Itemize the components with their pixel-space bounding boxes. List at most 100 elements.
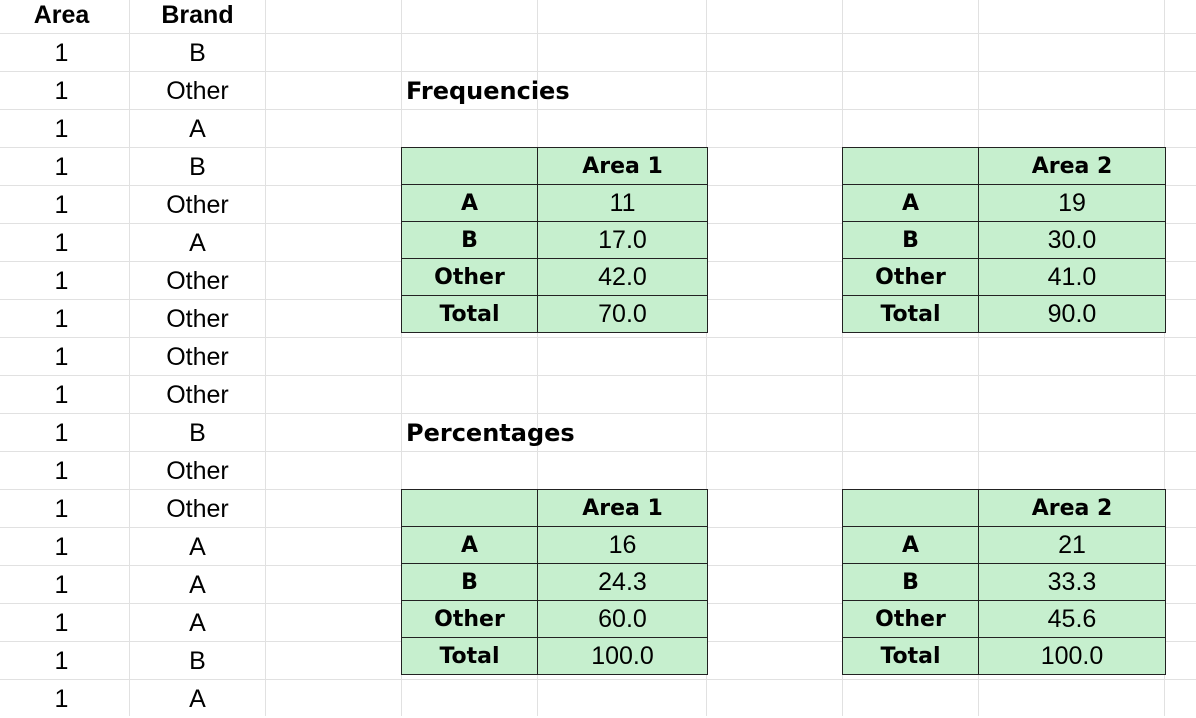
table-row: Other 45.6 [842, 600, 1166, 638]
row-label-cell[interactable]: A [842, 526, 979, 564]
value-cell[interactable]: 100.0 [537, 637, 708, 675]
gridline [706, 0, 707, 716]
area-cell[interactable]: 1 [54, 495, 69, 523]
row-label-cell[interactable]: Other [401, 258, 538, 296]
row-label-cell[interactable]: Total [401, 295, 538, 333]
table-row: Other 60.0 [401, 600, 708, 638]
value-cell[interactable]: 42.0 [537, 258, 708, 296]
value-cell[interactable]: 21 [978, 526, 1166, 564]
area-cell[interactable]: 1 [54, 457, 69, 485]
table-header-row: Area 1 [401, 489, 708, 527]
gridline [0, 679, 1196, 680]
area-cell[interactable]: 1 [54, 153, 69, 181]
table-row: B 33.3 [842, 563, 1166, 601]
brand-cell[interactable]: Other [166, 495, 229, 523]
gridline [0, 33, 1196, 34]
area-cell[interactable]: 1 [54, 381, 69, 409]
gridline [0, 109, 1196, 110]
corner-cell[interactable] [401, 489, 538, 527]
corner-cell[interactable] [401, 147, 538, 185]
row-label-cell[interactable]: B [842, 221, 979, 259]
area-cell[interactable]: 1 [54, 39, 69, 67]
value-cell[interactable]: 11 [537, 184, 708, 222]
value-cell[interactable]: 90.0 [978, 295, 1166, 333]
row-label-cell[interactable]: Other [401, 600, 538, 638]
value-cell[interactable]: 60.0 [537, 600, 708, 638]
area-cell[interactable]: 1 [54, 267, 69, 295]
row-label-cell[interactable]: A [401, 526, 538, 564]
row-label-cell[interactable]: B [842, 563, 979, 601]
area-column-header[interactable]: Area [33, 1, 90, 29]
value-cell[interactable]: 41.0 [978, 258, 1166, 296]
area-cell[interactable]: 1 [54, 77, 69, 105]
value-cell[interactable]: 19 [978, 184, 1166, 222]
frequencies-area1-table: Area 1 A 11 B 17.0 Other 42.0 Total 70.0 [401, 147, 708, 333]
value-cell[interactable]: 70.0 [537, 295, 708, 333]
row-label-cell[interactable]: Other [842, 258, 979, 296]
column-header-cell[interactable]: Area 2 [978, 489, 1166, 527]
brand-cell[interactable]: A [189, 533, 206, 561]
row-label-cell[interactable]: Other [842, 600, 979, 638]
brand-cell[interactable]: A [189, 609, 206, 637]
row-label-cell[interactable]: B [401, 221, 538, 259]
brand-column-header[interactable]: Brand [161, 1, 234, 29]
value-cell[interactable]: 30.0 [978, 221, 1166, 259]
value-cell[interactable]: 16 [537, 526, 708, 564]
brand-cell[interactable]: B [189, 153, 206, 181]
brand-cell[interactable]: B [189, 39, 206, 67]
gridline [842, 0, 843, 716]
corner-cell[interactable] [842, 489, 979, 527]
brand-cell[interactable]: Other [166, 267, 229, 295]
row-label-cell[interactable]: A [401, 184, 538, 222]
brand-cell[interactable]: Other [166, 77, 229, 105]
area-cell[interactable]: 1 [54, 609, 69, 637]
area-cell[interactable]: 1 [54, 229, 69, 257]
row-label-cell[interactable]: A [842, 184, 979, 222]
table-header-row: Area 1 [401, 147, 708, 185]
area-cell[interactable]: 1 [54, 647, 69, 675]
percentages-area2-table: Area 2 A 21 B 33.3 Other 45.6 Total 100.… [842, 489, 1166, 675]
value-cell[interactable]: 100.0 [978, 637, 1166, 675]
column-header-cell[interactable]: Area 2 [978, 147, 1166, 185]
brand-cell[interactable]: A [189, 571, 206, 599]
area-cell[interactable]: 1 [54, 685, 69, 713]
brand-cell[interactable]: Other [166, 457, 229, 485]
column-header-cell[interactable]: Area 1 [537, 147, 708, 185]
gridline [0, 451, 1196, 452]
table-row: Total 70.0 [401, 295, 708, 333]
value-cell[interactable]: 24.3 [537, 563, 708, 601]
brand-cell[interactable]: A [189, 115, 206, 143]
brand-cell[interactable]: B [189, 647, 206, 675]
row-label-cell[interactable]: Total [842, 637, 979, 675]
value-cell[interactable]: 33.3 [978, 563, 1166, 601]
brand-cell[interactable]: Other [166, 191, 229, 219]
table-row: Total 100.0 [401, 637, 708, 675]
gridline [0, 413, 1196, 414]
area-cell[interactable]: 1 [54, 343, 69, 371]
area-cell[interactable]: 1 [54, 191, 69, 219]
area-cell[interactable]: 1 [54, 533, 69, 561]
gridline [0, 71, 1196, 72]
area-cell[interactable]: 1 [54, 115, 69, 143]
value-cell[interactable]: 45.6 [978, 600, 1166, 638]
brand-cell[interactable]: Other [166, 381, 229, 409]
gridline [0, 337, 1196, 338]
column-header-cell[interactable]: Area 1 [537, 489, 708, 527]
frequencies-area2-table: Area 2 A 19 B 30.0 Other 41.0 Total 90.0 [842, 147, 1166, 333]
gridline [978, 0, 979, 716]
value-cell[interactable]: 17.0 [537, 221, 708, 259]
row-label-cell[interactable]: Total [401, 637, 538, 675]
row-label-cell[interactable]: Total [842, 295, 979, 333]
brand-cell[interactable]: B [189, 419, 206, 447]
brand-cell[interactable]: Other [166, 305, 229, 333]
area-cell[interactable]: 1 [54, 571, 69, 599]
brand-cell[interactable]: A [189, 229, 206, 257]
area-cell[interactable]: 1 [54, 419, 69, 447]
row-label-cell[interactable]: B [401, 563, 538, 601]
corner-cell[interactable] [842, 147, 979, 185]
table-row: B 30.0 [842, 221, 1166, 259]
brand-cell[interactable]: A [189, 685, 206, 713]
brand-cell[interactable]: Other [166, 343, 229, 371]
area-cell[interactable]: 1 [54, 305, 69, 333]
